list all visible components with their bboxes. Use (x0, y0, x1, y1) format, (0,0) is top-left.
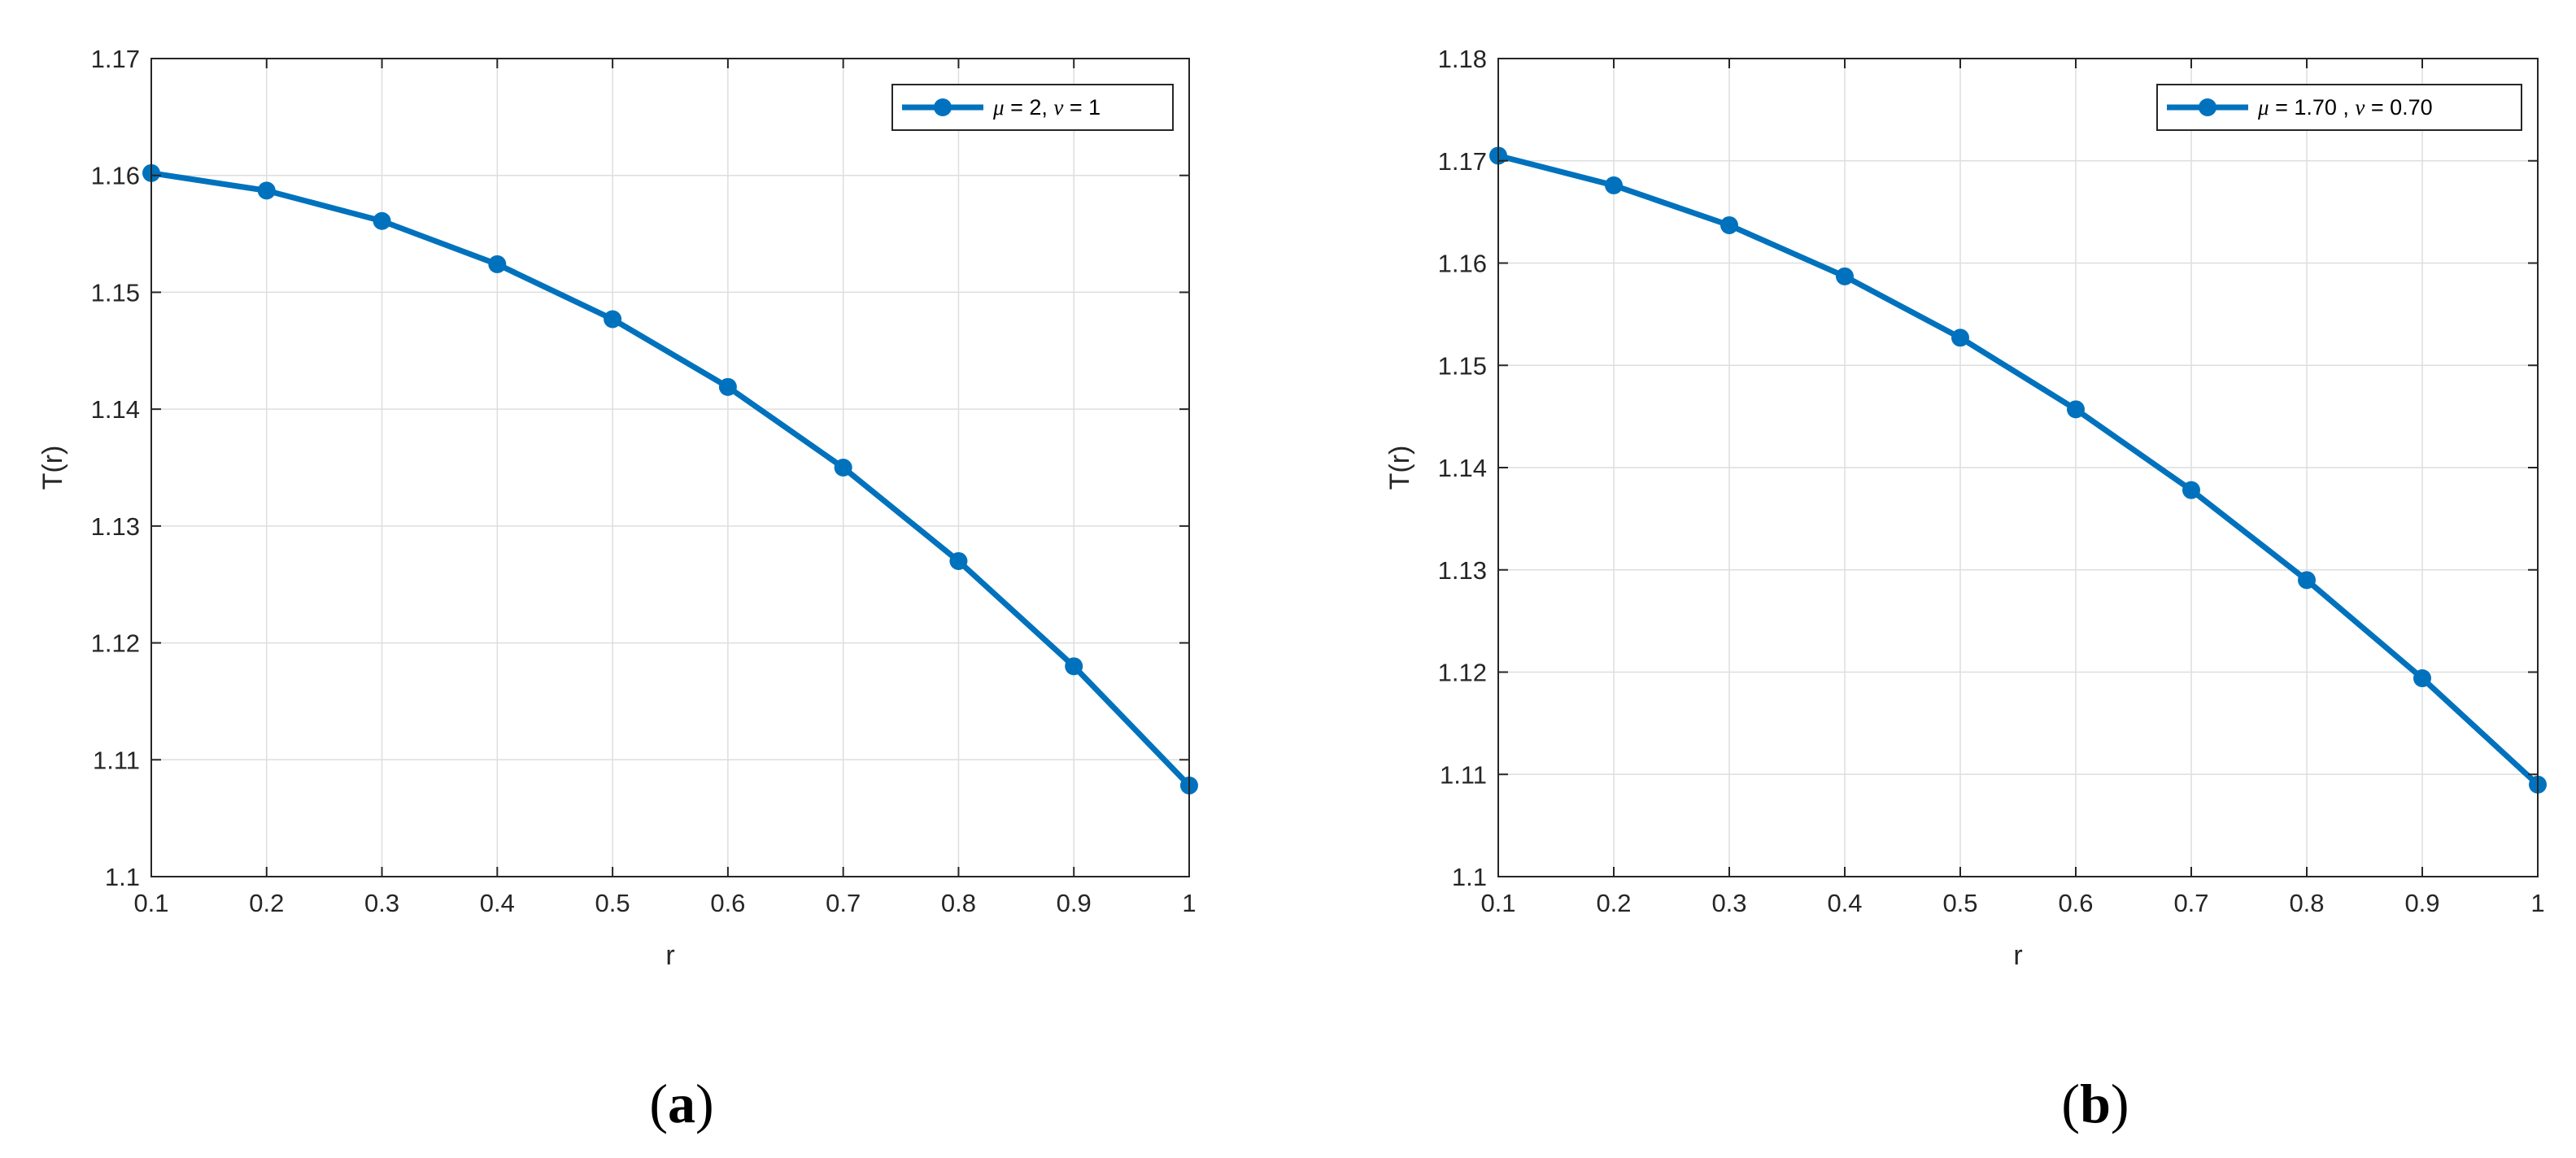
legend-nu-value-a: = 1 (1063, 95, 1101, 120)
data-point (1720, 215, 1738, 234)
x-tick-label: 0.3 (1711, 889, 1746, 917)
series-line (150, 170, 1192, 788)
y-tick-label: 1.15 (1438, 351, 1487, 380)
y-axis-label-a: T(r) (37, 446, 68, 490)
legend-mu-value-a: = 2, (1005, 95, 1054, 120)
chart-panel-b: 0.1 0.2 0.3 0.4 0.5 0.6 0.7 0.8 0.9 1 1.1 1.11 1.12 1… (1384, 45, 2547, 1134)
legend-marker-a (934, 98, 952, 116)
data-point (718, 377, 737, 396)
data-point (1836, 267, 1854, 285)
ticks-b: 0.1 0.2 0.3 0.4 0.5 0.6 0.7 0.8 0.9 1 1.1 1.11 1.12 1… (1438, 45, 2545, 917)
caption-letter-b: b (2080, 1073, 2111, 1134)
y-axis-label-b: T(r) (1384, 446, 1415, 490)
data-point (1951, 329, 1969, 347)
x-tick-label: 1 (2530, 889, 2544, 917)
ticks-a: 0.1 0.2 0.3 0.4 0.5 0.6 0.7 0.8 0.9 1 1.1 1.11 1.12 1… (91, 45, 1196, 917)
x-tick-label: 0.2 (249, 889, 284, 917)
data-point (834, 459, 852, 477)
chart-panel-a: 0.1 0.2 0.3 0.4 0.5 0.6 0.7 0.8 0.9 1 1.1 1.11 1.12 1… (37, 45, 1198, 1134)
legend-nu-a: ν (1053, 95, 1063, 120)
y-tick-label: 1.16 (1438, 250, 1487, 278)
legend-label-a: μ = 2, ν = 1 (992, 95, 1101, 120)
x-tick-label: 1 (1182, 889, 1196, 917)
data-point (2298, 571, 2316, 590)
x-axis-label-a: r (665, 940, 674, 971)
y-tick-label: 1.13 (1438, 556, 1487, 585)
y-tick-label: 1.13 (91, 512, 140, 541)
y-tick-label: 1.14 (1438, 454, 1487, 482)
data-point (1065, 657, 1083, 676)
grid-lines-a (150, 58, 1190, 877)
legend-b: μ = 1.70 , ν = 0.70 (2156, 84, 2522, 131)
x-tick-label: 0.9 (2404, 889, 2439, 917)
x-tick-label: 0.7 (826, 889, 861, 917)
grid-lines-b (1497, 58, 2539, 877)
data-point (488, 255, 507, 273)
y-tick-label: 1.12 (1438, 659, 1487, 687)
x-tick-label: 0.5 (1942, 889, 1977, 917)
legend-a: μ = 2, ν = 1 (891, 84, 1174, 131)
y-tick-label: 1.1 (105, 863, 140, 891)
x-tick-label: 0.6 (710, 889, 745, 917)
x-tick-label: 0.6 (2058, 889, 2093, 917)
legend-mu-value-b: = 1.70 , (2269, 95, 2356, 120)
plot-frame-a (150, 58, 1190, 877)
x-tick-label: 0.8 (941, 889, 976, 917)
legend-marker-b (2199, 98, 2216, 116)
legend-nu-b: ν (2355, 95, 2365, 120)
y-tick-label: 1.15 (91, 278, 140, 307)
data-point (1605, 176, 1623, 194)
y-tick-label: 1.11 (93, 746, 140, 774)
x-tick-label: 0.8 (2289, 889, 2324, 917)
data-point (604, 310, 622, 329)
x-tick-label: 0.3 (364, 889, 399, 917)
data-point (2182, 481, 2200, 499)
x-tick-label: 0.5 (595, 889, 630, 917)
panel-caption-b: (b) (2061, 1073, 2129, 1134)
x-tick-label: 0.1 (1480, 889, 1515, 917)
data-point (2413, 669, 2431, 688)
y-tick-label: 1.17 (1438, 147, 1487, 176)
y-tick-label: 1.18 (1438, 45, 1487, 73)
series-line (1497, 153, 2540, 787)
y-tick-label: 1.17 (91, 45, 140, 73)
legend-nu-value-b: = 0.70 (2365, 95, 2432, 120)
data-point (373, 211, 391, 230)
x-tick-label: 0.4 (1827, 889, 1862, 917)
y-tick-label: 1.16 (91, 162, 140, 190)
x-axis-label-b: r (2013, 940, 2022, 971)
data-point (257, 181, 276, 200)
data-point (949, 551, 968, 570)
y-tick-label: 1.11 (1440, 760, 1487, 789)
x-tick-label: 0.4 (480, 889, 515, 917)
series-a (142, 163, 1198, 794)
data-point (2067, 400, 2085, 419)
legend-label-b: μ = 1.70 , ν = 0.70 (2257, 95, 2433, 120)
legend-mu-b: μ (2257, 95, 2269, 120)
x-tick-label: 0.9 (1057, 889, 1092, 917)
x-tick-label: 0.7 (2173, 889, 2208, 917)
panel-caption-a: (a) (649, 1073, 713, 1134)
series-b (1489, 146, 2547, 794)
y-tick-label: 1.14 (91, 395, 140, 424)
caption-letter-a: a (668, 1073, 695, 1134)
legend-mu-a: μ (992, 95, 1005, 120)
y-tick-label: 1.1 (1452, 863, 1487, 891)
y-tick-label: 1.12 (91, 629, 140, 658)
x-tick-label: 0.2 (1596, 889, 1631, 917)
x-tick-label: 0.1 (133, 889, 168, 917)
